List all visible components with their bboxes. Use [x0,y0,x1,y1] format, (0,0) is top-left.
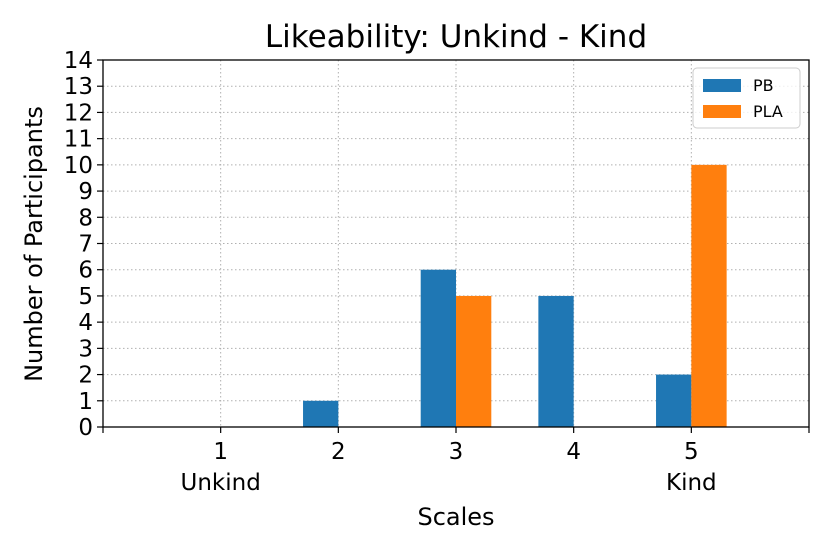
x-axis-label: Scales [417,503,494,531]
bar-pb [420,269,456,427]
legend-label: PLA [753,102,783,121]
x-tick-label: 4 [566,439,581,465]
bar-pb [656,374,692,427]
y-tick-label: 9 [78,179,93,205]
y-tick-label: 5 [78,284,93,310]
legend-box [692,67,801,129]
bars [303,164,727,427]
legend-swatch [703,79,741,92]
chart-title: Likeability: Unkind - Kind [265,19,647,55]
y-tick-label: 2 [78,363,93,389]
y-tick-label: 13 [64,74,93,100]
y-tick-label: 8 [78,205,93,231]
x-tick-sublabel: Kind [666,470,717,496]
bar-pb [538,295,574,427]
x-axis-ticks: 1 Unkind 2 3 4 5 Kind [102,427,810,496]
y-tick-label: 6 [78,258,93,284]
bar-pb [303,400,339,427]
y-tick-label: 11 [64,127,93,153]
x-tick-label: 5 [684,439,699,465]
x-tick-sublabel: Unkind [181,470,261,496]
y-tick-label: 10 [64,153,93,179]
y-tick-label: 7 [78,232,93,258]
y-tick-label: 4 [78,310,93,336]
legend-swatch [703,105,741,118]
y-tick-label: 14 [64,48,93,74]
bar-pla [691,164,727,427]
y-tick-label: 3 [78,336,93,362]
y-tick-label: 1 [78,389,93,415]
x-tick-label: 2 [331,439,346,465]
x-tick-label: 3 [449,439,464,465]
legend-label: PB [753,76,774,95]
y-tick-label: 0 [78,415,93,441]
x-tick-label: 1 [213,439,228,465]
bar-pla [456,295,492,427]
y-tick-label: 12 [64,100,93,126]
legend: PB PLA [692,67,801,129]
y-axis-label: Number of Participants [20,106,48,382]
